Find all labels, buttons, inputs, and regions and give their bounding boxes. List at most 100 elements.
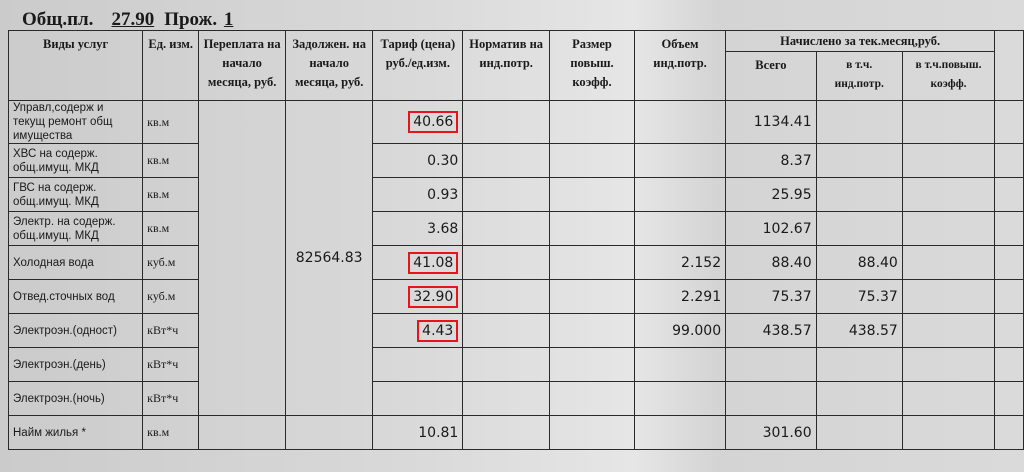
debt-cell (285, 415, 374, 450)
volume (633, 211, 727, 246)
col-extra (994, 30, 1024, 101)
col-service: Виды услуг (7, 30, 144, 101)
service-name-text: Электроэн.(ночь) (13, 392, 105, 405)
unit-text: кв.м (147, 187, 170, 201)
norm (462, 211, 551, 246)
service-name-text: Найм жилья * (13, 426, 86, 439)
table-row: Электроэн.(день) кВт*ч (7, 347, 1024, 382)
service-name: Электроэн.(день) (7, 347, 144, 382)
incr (901, 347, 996, 382)
service-name-text: Электр. на содерж. общ.имущ. МКД (13, 215, 116, 242)
volume (633, 100, 727, 144)
extra (994, 177, 1024, 212)
ind (815, 211, 903, 246)
service-name: Электр. на содерж. общ.имущ. МКД (7, 211, 144, 246)
tariff-text: 0.93 (427, 186, 459, 203)
tariff (372, 347, 464, 382)
table-row: ГВС на содерж. общ.имущ. МКД кв.м 0.93 25.9… (7, 177, 1024, 212)
total-text: 301.60 (762, 424, 812, 441)
debt-cell-text: 82564.83 (295, 250, 363, 266)
col-debt: Задолжен. на начало месяца, руб. (285, 30, 374, 101)
unit-text: куб.м (147, 255, 176, 269)
total: 8.37 (725, 143, 817, 178)
extra (994, 100, 1024, 144)
volume (633, 177, 727, 212)
table-row: Электроэн.(ночь) кВт*ч (7, 381, 1024, 416)
norm (462, 381, 551, 416)
ind-text: 88.40 (857, 254, 898, 271)
norm (462, 100, 551, 144)
incr (901, 381, 996, 416)
area-value: 27.90 (111, 9, 155, 30)
total: 75.37 (725, 279, 817, 314)
overpay-cell (198, 100, 287, 416)
service-name: Отвед.сточных вод (7, 279, 144, 314)
incr (901, 313, 996, 348)
tariff: 4.43 (372, 313, 464, 348)
col-ind: в т.ч. инд.потр. (815, 51, 903, 101)
ind (815, 381, 903, 416)
total-text: 8.37 (780, 152, 812, 169)
ind (815, 415, 903, 450)
volume (633, 415, 727, 450)
coef (549, 313, 635, 348)
ind: 75.37 (815, 279, 903, 314)
tariff-text: 3.68 (427, 220, 459, 237)
unit: кв.м (142, 415, 200, 450)
extra (994, 211, 1024, 246)
unit: куб.м (142, 279, 200, 314)
ind (815, 177, 903, 212)
total-text: 88.40 (771, 254, 812, 271)
table-row: ХВС на содерж. общ.имущ. МКД кв.м 0.30 8.37 (7, 143, 1024, 178)
volume: 2.291 (633, 279, 727, 314)
bill-header: Общ.пл. 27.90 Прож. 1 (22, 9, 243, 31)
unit-text: кВт*ч (147, 357, 179, 371)
coef (549, 143, 635, 178)
service-name-text: Электроэн.(день) (13, 358, 106, 371)
unit-text: кВт*ч (147, 391, 179, 405)
unit: кв.м (142, 100, 200, 144)
service-name-text: ГВС на содерж. общ.имущ. МКД (13, 181, 99, 208)
tariff-text: 0.30 (427, 152, 459, 169)
volume (633, 347, 727, 382)
service-name: Холодная вода (7, 245, 144, 280)
unit-text: кв.м (147, 221, 170, 235)
service-name: ХВС на содерж. общ.имущ. МКД (7, 143, 144, 178)
tariff (372, 381, 464, 416)
charges-table: Виды услуг Ед. изм. Переплата на начало … (7, 30, 1024, 450)
total-text: 1134.41 (753, 114, 812, 130)
col-incr: в т.ч.повыш. коэфф. (901, 51, 996, 101)
service-name: ГВС на содерж. общ.имущ. МКД (7, 177, 144, 212)
total-text: 438.57 (762, 322, 812, 339)
unit-text: кВт*ч (147, 323, 179, 337)
debt-cell: 82564.83 (285, 100, 374, 416)
unit: кв.м (142, 177, 200, 212)
coef (549, 177, 635, 212)
volume (633, 143, 727, 178)
coef (549, 100, 635, 144)
incr (901, 211, 996, 246)
service-name-text: Электроэн.(одност) (13, 324, 117, 337)
extra (994, 279, 1024, 314)
service-name: Электроэн.(ночь) (7, 381, 144, 416)
unit: кв.м (142, 211, 200, 246)
total-text: 75.37 (771, 288, 812, 305)
tariff: 40.66 (372, 100, 464, 144)
total: 88.40 (725, 245, 817, 280)
total (725, 381, 817, 416)
service-name: Электроэн.(одност) (7, 313, 144, 348)
total: 1134.41 (725, 100, 817, 144)
ind (815, 100, 903, 144)
extra (994, 415, 1024, 450)
unit: кВт*ч (142, 313, 200, 348)
volume-text: 2.152 (681, 254, 722, 271)
col-overpay: Переплата на начало месяца, руб. (198, 30, 287, 101)
extra (994, 143, 1024, 178)
table-row: Управл,содерж и текущ ремонт общ имущест… (7, 100, 1024, 416)
incr (901, 100, 996, 144)
ind: 88.40 (815, 245, 903, 280)
unit: кВт*ч (142, 381, 200, 416)
tariff: 3.68 (372, 211, 464, 246)
table-row: Отвед.сточных вод куб.м 32.90 2.291 75.37 75.… (7, 279, 1024, 314)
